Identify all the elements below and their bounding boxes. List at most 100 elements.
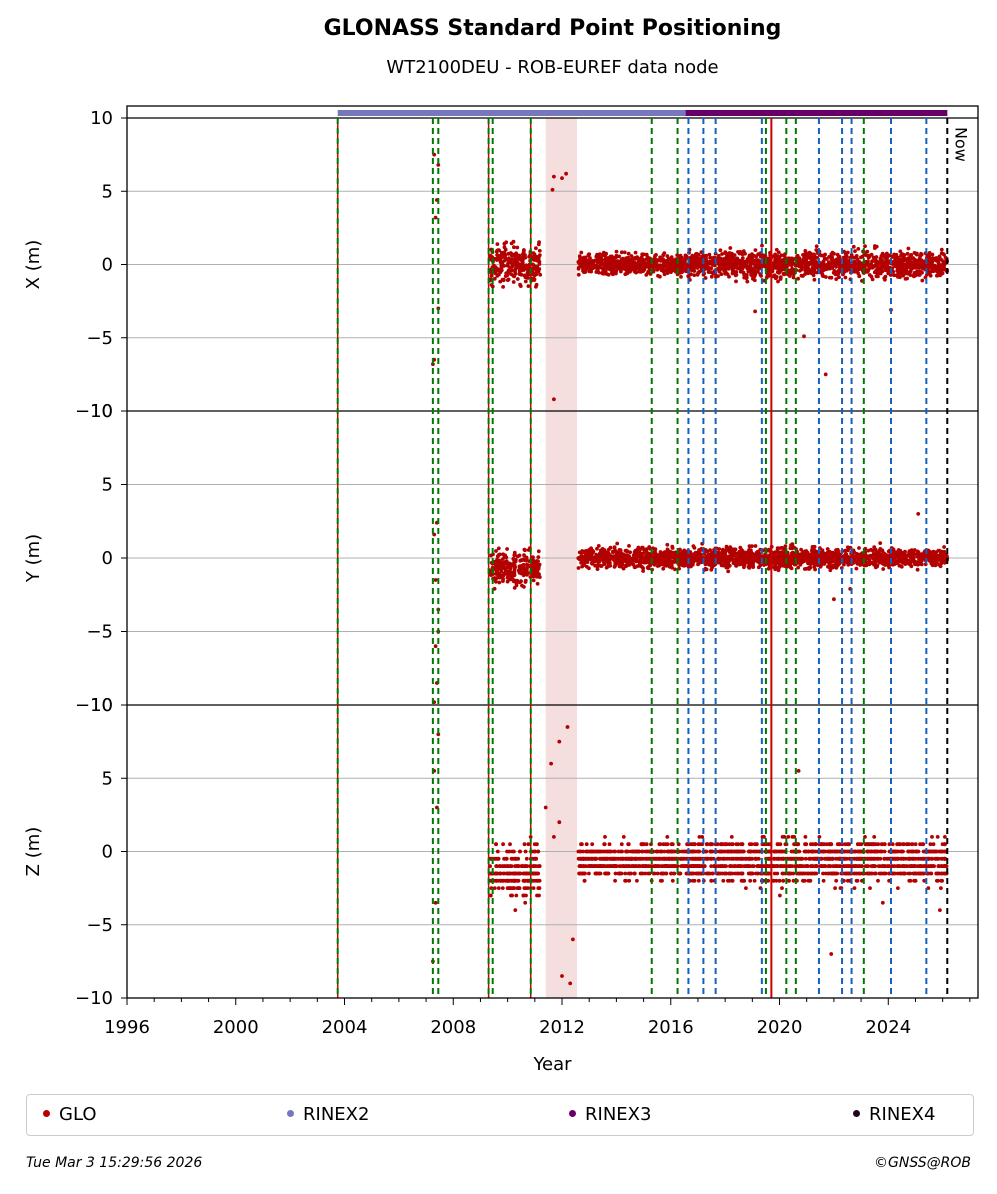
glo-point bbox=[939, 251, 944, 256]
glo-point bbox=[716, 274, 720, 278]
glo-point bbox=[896, 265, 900, 269]
glo-point bbox=[735, 551, 739, 556]
glo-point bbox=[511, 871, 516, 876]
glo-point bbox=[611, 549, 615, 554]
glo-point bbox=[755, 266, 760, 270]
glo-point bbox=[719, 554, 724, 558]
glo-point bbox=[767, 556, 772, 561]
glo-point bbox=[531, 563, 536, 568]
glo-point bbox=[906, 259, 911, 264]
glo-point bbox=[846, 545, 850, 550]
glo-point bbox=[601, 269, 606, 273]
glo-point bbox=[614, 253, 619, 258]
glo-point bbox=[895, 269, 900, 273]
glo-point bbox=[520, 583, 524, 588]
glo-point bbox=[816, 264, 821, 269]
glo-point bbox=[576, 272, 581, 277]
glo-point bbox=[638, 871, 643, 876]
glo-point bbox=[526, 842, 531, 847]
glo-point bbox=[641, 252, 646, 257]
glo-point bbox=[489, 553, 493, 558]
glo-point bbox=[771, 565, 776, 569]
glo-point bbox=[505, 263, 510, 268]
glo-point bbox=[590, 263, 595, 267]
glo-point bbox=[623, 871, 628, 876]
glo-point bbox=[647, 545, 652, 549]
glo-point bbox=[595, 252, 599, 257]
glo-point bbox=[518, 849, 522, 854]
glo-point bbox=[705, 549, 710, 554]
y-tick-label: 0 bbox=[102, 842, 113, 863]
glo-point bbox=[596, 554, 601, 559]
glo-point bbox=[936, 548, 941, 553]
glo-point bbox=[502, 245, 507, 250]
glo-point bbox=[596, 256, 600, 260]
glo-point bbox=[614, 271, 618, 276]
glo-point bbox=[939, 560, 944, 564]
glo-point bbox=[725, 272, 730, 277]
glo-point bbox=[838, 261, 842, 266]
glo-point bbox=[812, 564, 817, 569]
glo-point bbox=[753, 248, 758, 253]
glo-point bbox=[697, 558, 702, 562]
glo-point bbox=[828, 568, 833, 573]
glo-point bbox=[865, 260, 870, 264]
glo-point bbox=[723, 251, 728, 256]
glo-point bbox=[846, 554, 850, 559]
glo-point bbox=[619, 250, 624, 255]
glo-point bbox=[885, 254, 890, 258]
glo-point bbox=[520, 260, 525, 265]
glo-point bbox=[820, 548, 825, 553]
glo-point bbox=[709, 562, 714, 566]
glo-point bbox=[675, 253, 680, 257]
glo-point bbox=[597, 270, 601, 275]
glo-point bbox=[880, 269, 885, 274]
glo-point bbox=[595, 546, 599, 551]
glo-point bbox=[658, 263, 662, 268]
glo-point bbox=[629, 254, 634, 258]
glo-point bbox=[522, 553, 526, 558]
glo-point bbox=[777, 267, 782, 271]
glo-point bbox=[886, 271, 891, 276]
glo-point bbox=[827, 565, 831, 569]
glo-point bbox=[515, 871, 520, 876]
glo-point bbox=[500, 557, 505, 561]
glo-point bbox=[536, 864, 541, 868]
glo-point bbox=[814, 248, 819, 252]
glo-point bbox=[885, 266, 889, 271]
glo-point bbox=[752, 254, 757, 258]
glo-point bbox=[821, 253, 825, 258]
glo-point bbox=[639, 255, 644, 259]
glo-point bbox=[599, 257, 603, 261]
glo-outlier bbox=[552, 174, 556, 179]
glo-point bbox=[934, 556, 938, 560]
glo-point bbox=[509, 864, 514, 868]
glo-point bbox=[855, 267, 860, 272]
glo-point bbox=[670, 546, 675, 550]
glo-point bbox=[859, 255, 863, 260]
glo-point bbox=[643, 871, 648, 876]
glo-point bbox=[496, 546, 501, 551]
glo-point bbox=[703, 255, 708, 259]
glo-point bbox=[939, 268, 944, 273]
glo-point bbox=[501, 842, 505, 847]
glo-point bbox=[875, 563, 880, 568]
glo-point bbox=[774, 247, 779, 252]
glo-point bbox=[536, 849, 540, 854]
glo-point bbox=[937, 262, 941, 266]
glo-point bbox=[643, 560, 648, 565]
glo-point bbox=[668, 559, 673, 564]
glo-point bbox=[899, 271, 904, 276]
glo-point bbox=[532, 842, 537, 847]
glo-point bbox=[619, 842, 624, 847]
glo-point bbox=[931, 549, 936, 554]
glo-point bbox=[726, 565, 730, 570]
glo-point bbox=[499, 260, 504, 264]
glo-point bbox=[509, 893, 513, 898]
glo-point bbox=[744, 276, 749, 281]
glo-point bbox=[776, 565, 780, 570]
glo-point bbox=[508, 566, 513, 571]
glo-point bbox=[778, 277, 783, 281]
